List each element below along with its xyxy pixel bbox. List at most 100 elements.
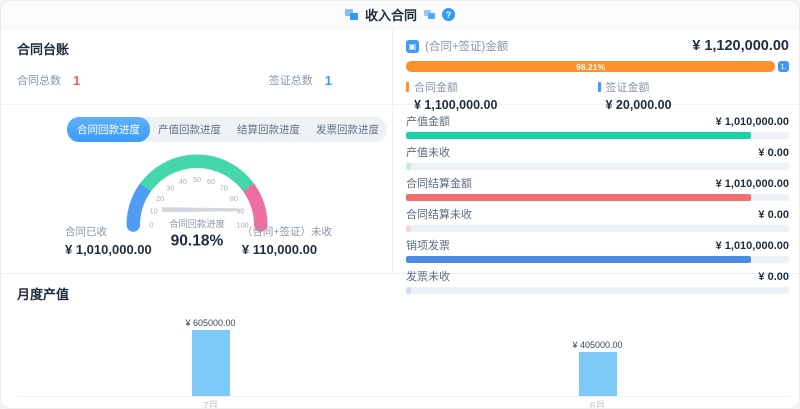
metric-label-row: 发票未收 ¥ 0.00 xyxy=(406,268,789,284)
legend-value: ¥ 1,100,000.00 xyxy=(414,98,498,112)
ledger-title: 合同台账 xyxy=(17,42,70,57)
metric-track xyxy=(406,132,789,139)
gauge-segment xyxy=(139,154,254,192)
contract-ledger-section: 合同台账 合同总数 1 签证总数 1 xyxy=(1,29,392,105)
bar-group-1: ¥ 405000.00 xyxy=(572,340,623,396)
help-icon[interactable]: ? xyxy=(442,8,455,21)
metric-fill xyxy=(406,287,411,294)
metric-fill xyxy=(406,163,411,170)
metric-track xyxy=(406,194,789,201)
legend-label: 签证金额 xyxy=(605,82,650,94)
metric-row-4: 销项发票 ¥ 1,010,000.00 xyxy=(406,237,789,263)
received-value: ¥ 1,010,000.00 xyxy=(65,242,152,257)
metric-fill xyxy=(406,256,751,263)
metric-label-row: 合同结算未收 ¥ 0.00 xyxy=(406,206,789,222)
gauge-tick-label: 90 xyxy=(236,206,244,215)
unreceived-stat: （合同+签证）未收 ¥ 110,000.00 xyxy=(242,224,332,257)
metric-label-row: 产值金额 ¥ 1,010,000.00 xyxy=(406,113,789,129)
stat-label: 合同总数 xyxy=(17,75,61,87)
bar xyxy=(578,352,617,396)
gauge-tick-label: 10 xyxy=(149,206,157,215)
gauge-value: 90.18% xyxy=(170,233,223,250)
tab-0[interactable]: 合同回款进度 xyxy=(67,117,150,142)
metric-value: ¥ 1,010,000.00 xyxy=(715,116,789,128)
metric-value: ¥ 1,010,000.00 xyxy=(715,178,789,190)
received-label: 合同已收 xyxy=(65,226,107,238)
tab-2[interactable]: 结算回款进度 xyxy=(229,117,308,142)
metric-label-row: 合同结算金额 ¥ 1,010,000.00 xyxy=(406,175,789,191)
monthly-bar-chart: ¥ 605000.00 7月 ¥ 405000.00 8月 xyxy=(17,305,791,409)
page-title: 收入合同 xyxy=(364,8,417,23)
metric-label-row: 销项发票 ¥ 1,010,000.00 xyxy=(406,237,789,253)
legend-item-0: 合同金额 ¥ 1,100,000.00 xyxy=(406,79,598,112)
metric-label: 合同结算未收 xyxy=(406,209,472,221)
right-column: ▣ (合同+签证)金额 ¥ 1,120,000.00 98.21% 1. 合同金… xyxy=(393,29,799,294)
metric-value: ¥ 0.00 xyxy=(758,209,789,221)
metric-track xyxy=(406,225,789,232)
gauge-footer: 合同已收 ¥ 1,010,000.00 （合同+签证）未收 ¥ 110,000.… xyxy=(1,224,392,257)
metric-track xyxy=(406,163,789,170)
monthly-title: 月度产值 xyxy=(17,287,70,302)
metric-row-5: 发票未收 ¥ 0.00 xyxy=(406,268,789,294)
gauge-tick-label: 80 xyxy=(229,194,237,203)
x-axis-label: 7月 xyxy=(202,401,219,409)
summary-title: (合同+签证)金额 xyxy=(425,41,509,53)
bar-group-0: ¥ 605000.00 xyxy=(185,318,236,396)
legend-color-chip xyxy=(406,82,409,92)
metric-row-1: 产值未收 ¥ 0.00 xyxy=(406,144,789,170)
stat-value: 1 xyxy=(324,72,332,88)
contract-visa-split-bar: 98.21% 1. xyxy=(406,61,789,72)
left-column: 合同台账 合同总数 1 签证总数 1 合同回款进度 产值回款进度 结算回款进度 发票回款进度… xyxy=(1,29,393,273)
gauge-needle xyxy=(161,207,244,213)
gauge-tick-label: 20 xyxy=(156,194,164,203)
legend-color-chip xyxy=(597,82,601,92)
legend-value: ¥ 20,000.00 xyxy=(605,98,672,112)
metric-label: 产值金额 xyxy=(406,116,450,128)
main-area: 合同台账 合同总数 1 签证总数 1 合同回款进度 产值回款进度 结算回款进度 发票回款进度… xyxy=(1,29,799,294)
gauge-segment xyxy=(126,180,152,232)
amount-summary-section: ▣ (合同+签证)金额 ¥ 1,120,000.00 98.21% 1. 合同金… xyxy=(393,29,799,112)
metric-fill xyxy=(406,225,411,232)
contract-amount-bar: 98.21% xyxy=(406,61,776,72)
metric-label-row: 产值未收 ¥ 0.00 xyxy=(406,144,789,160)
metric-track xyxy=(406,287,789,294)
metric-value: ¥ 0.00 xyxy=(758,147,789,159)
metric-fill xyxy=(406,194,751,201)
metric-track xyxy=(406,256,789,263)
metric-value: ¥ 0.00 xyxy=(758,271,789,283)
tab-1[interactable]: 产值回款进度 xyxy=(150,117,229,142)
metric-row-0: 产值金额 ¥ 1,010,000.00 xyxy=(406,113,789,139)
amount-icon: ▣ xyxy=(406,39,419,53)
stat-label: 签证总数 xyxy=(268,75,313,87)
top-bar: 收入合同 ? xyxy=(1,1,799,29)
gauge-tick-label: 100 xyxy=(236,221,248,230)
gauge-title: 合同回款进度 xyxy=(169,218,225,229)
windows-icon-small xyxy=(424,10,435,19)
gauge-tick-label: 0 xyxy=(149,221,153,230)
received-stat: 合同已收 ¥ 1,010,000.00 xyxy=(65,224,152,257)
tab-3[interactable]: 发票回款进度 xyxy=(308,117,387,142)
gauge-tick-label: 60 xyxy=(207,177,215,186)
ledger-stat-0: 合同总数 1 xyxy=(17,72,80,88)
summary-header: ▣ (合同+签证)金额 ¥ 1,120,000.00 xyxy=(406,38,789,54)
legend-row: 合同金额 xyxy=(406,79,598,95)
gauge-segment xyxy=(241,180,267,232)
stat-value: 1 xyxy=(73,72,81,88)
ledger-stat-1: 签证总数 1 xyxy=(269,72,332,88)
summary-legend: 合同金额 ¥ 1,100,000.00 签证金额 ¥ 20,000.00 xyxy=(406,79,789,112)
x-axis-label: 8月 xyxy=(589,401,606,409)
gauge-tick-label: 50 xyxy=(192,175,200,184)
gauge-tick-label: 70 xyxy=(219,184,227,193)
bar-value-label: ¥ 405000.00 xyxy=(572,340,623,350)
legend-item-1: 签证金额 ¥ 20,000.00 xyxy=(597,79,790,112)
gauge-wrap: 0 10 20 30 40 50 60 70 80 90 100 合同回款进度 90.18% xyxy=(1,144,392,250)
ledger-stats: 合同总数 1 签证总数 1 xyxy=(17,72,332,88)
progress-tabs: 合同回款进度 产值回款进度 结算回款进度 发票回款进度 xyxy=(67,117,387,142)
unreceived-value: ¥ 110,000.00 xyxy=(241,242,318,257)
legend-row: 签证金额 xyxy=(597,79,790,95)
unreceived-label: （合同+签证）未收 xyxy=(241,226,332,238)
legend-label: 合同金额 xyxy=(414,82,458,94)
metric-rows: 产值金额 ¥ 1,010,000.00 产值未收 ¥ 0.00 合同结算金额 ¥ 1,01… xyxy=(393,105,799,294)
